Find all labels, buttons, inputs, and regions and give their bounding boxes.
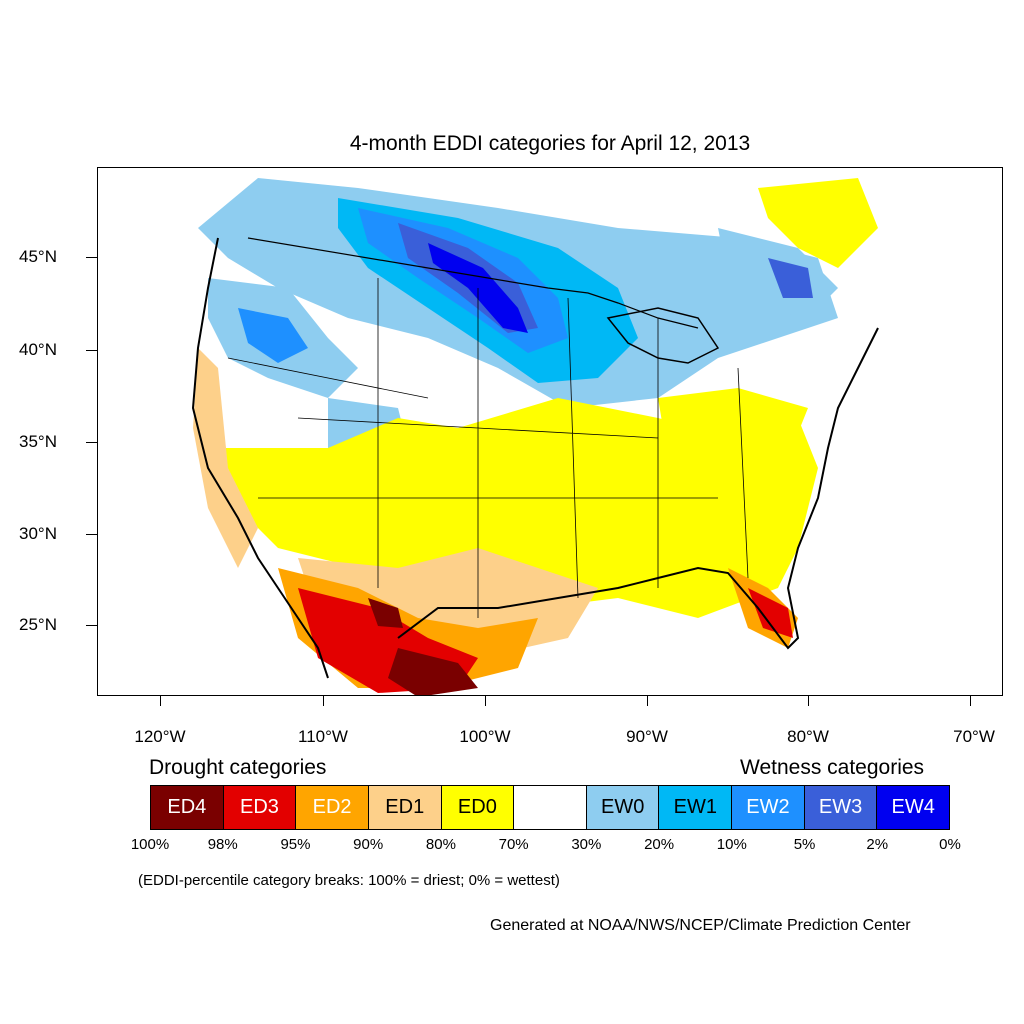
lon-tick-90 (647, 696, 648, 706)
legend-box-ew1: EW1 (659, 786, 733, 829)
legend-box-ew4: EW4 (877, 786, 950, 829)
dry-region-ed4 (388, 648, 478, 695)
legend-box-ew0: EW0 (586, 786, 660, 829)
percentile-label: 30% (571, 836, 602, 853)
percentile-label: 95% (280, 836, 311, 853)
lon-label-80: 80°W (787, 727, 829, 746)
lon-tick-110 (323, 696, 324, 706)
lon-tick-120 (160, 696, 161, 706)
dry-region-ed4-mex (368, 598, 403, 628)
percentile-label: 98% (207, 836, 238, 853)
percentile-label: 90% (353, 836, 384, 853)
map-title: 4-month EDDI categories for April 12, 20… (349, 132, 751, 155)
category-legend: ED4 ED3 ED2 ED1 ED0 EW0 EW1 EW2 EW3 EW4 (150, 785, 950, 830)
wet-region-west-core (238, 308, 308, 363)
lon-tick-70 (970, 696, 971, 706)
percentile-label: 20% (644, 836, 675, 853)
coastline-gulf (397, 327, 879, 650)
lat-tick-45 (86, 257, 97, 258)
legend-box-ew2: EW2 (732, 786, 805, 829)
lon-label-110: 110°W (298, 727, 348, 746)
credit-line: Generated at NOAA/NWS/NCEP/Climate Predi… (490, 917, 911, 934)
map-panel (97, 167, 1003, 696)
legend-box-ew3: EW3 (804, 786, 878, 829)
dry-region-ed1-west (193, 348, 258, 568)
coastline-west (191, 237, 329, 679)
wet-region-northeast-core (768, 258, 813, 298)
dry-region-ed0-ohio (658, 388, 808, 468)
wetness-categories-title: Wetness categories (740, 756, 925, 779)
legend-box-normal (514, 786, 587, 829)
lat-label-45: 45°N (19, 247, 57, 266)
state-lines (227, 278, 749, 618)
drought-categories-title: Drought categories (149, 756, 327, 779)
lat-tick-40 (86, 350, 97, 351)
legend-box-ed1: ED1 (368, 786, 442, 829)
percentile-label: 10% (716, 836, 747, 853)
eddi-map (191, 178, 879, 695)
lon-label-120: 120°W (134, 727, 186, 746)
percentile-label: 80% (425, 836, 456, 853)
lat-label-25: 25°N (19, 615, 57, 634)
dry-region-ed3-florida (748, 588, 793, 638)
lon-label-90: 90°W (626, 727, 668, 746)
percentile-label: 2% (866, 836, 889, 853)
lon-label-70: 70°W (953, 727, 995, 746)
percentile-label: 100% (130, 836, 170, 853)
lon-tick-100 (485, 696, 486, 706)
percentile-label: 0% (939, 836, 961, 853)
legend-box-ed3: ED3 (223, 786, 297, 829)
percentile-label: 5% (793, 836, 816, 853)
lat-tick-25 (86, 625, 97, 626)
lat-label-35: 35°N (19, 432, 57, 451)
dry-region-ed0-northeast (758, 178, 878, 268)
legend-box-ed0: ED0 (441, 786, 515, 829)
lat-tick-35 (86, 442, 97, 443)
lon-tick-80 (808, 696, 809, 706)
legend-box-ed2: ED2 (296, 786, 369, 829)
percentile-label: 70% (498, 836, 529, 853)
lat-label-40: 40°N (19, 340, 57, 359)
legend-box-ed4: ED4 (151, 786, 224, 829)
category-note: (EDDI-percentile category breaks: 100% =… (138, 872, 560, 889)
lat-label-30: 30°N (19, 524, 57, 543)
lat-tick-30 (86, 534, 97, 535)
great-lakes (606, 307, 720, 364)
lon-label-100: 100°W (459, 727, 511, 746)
